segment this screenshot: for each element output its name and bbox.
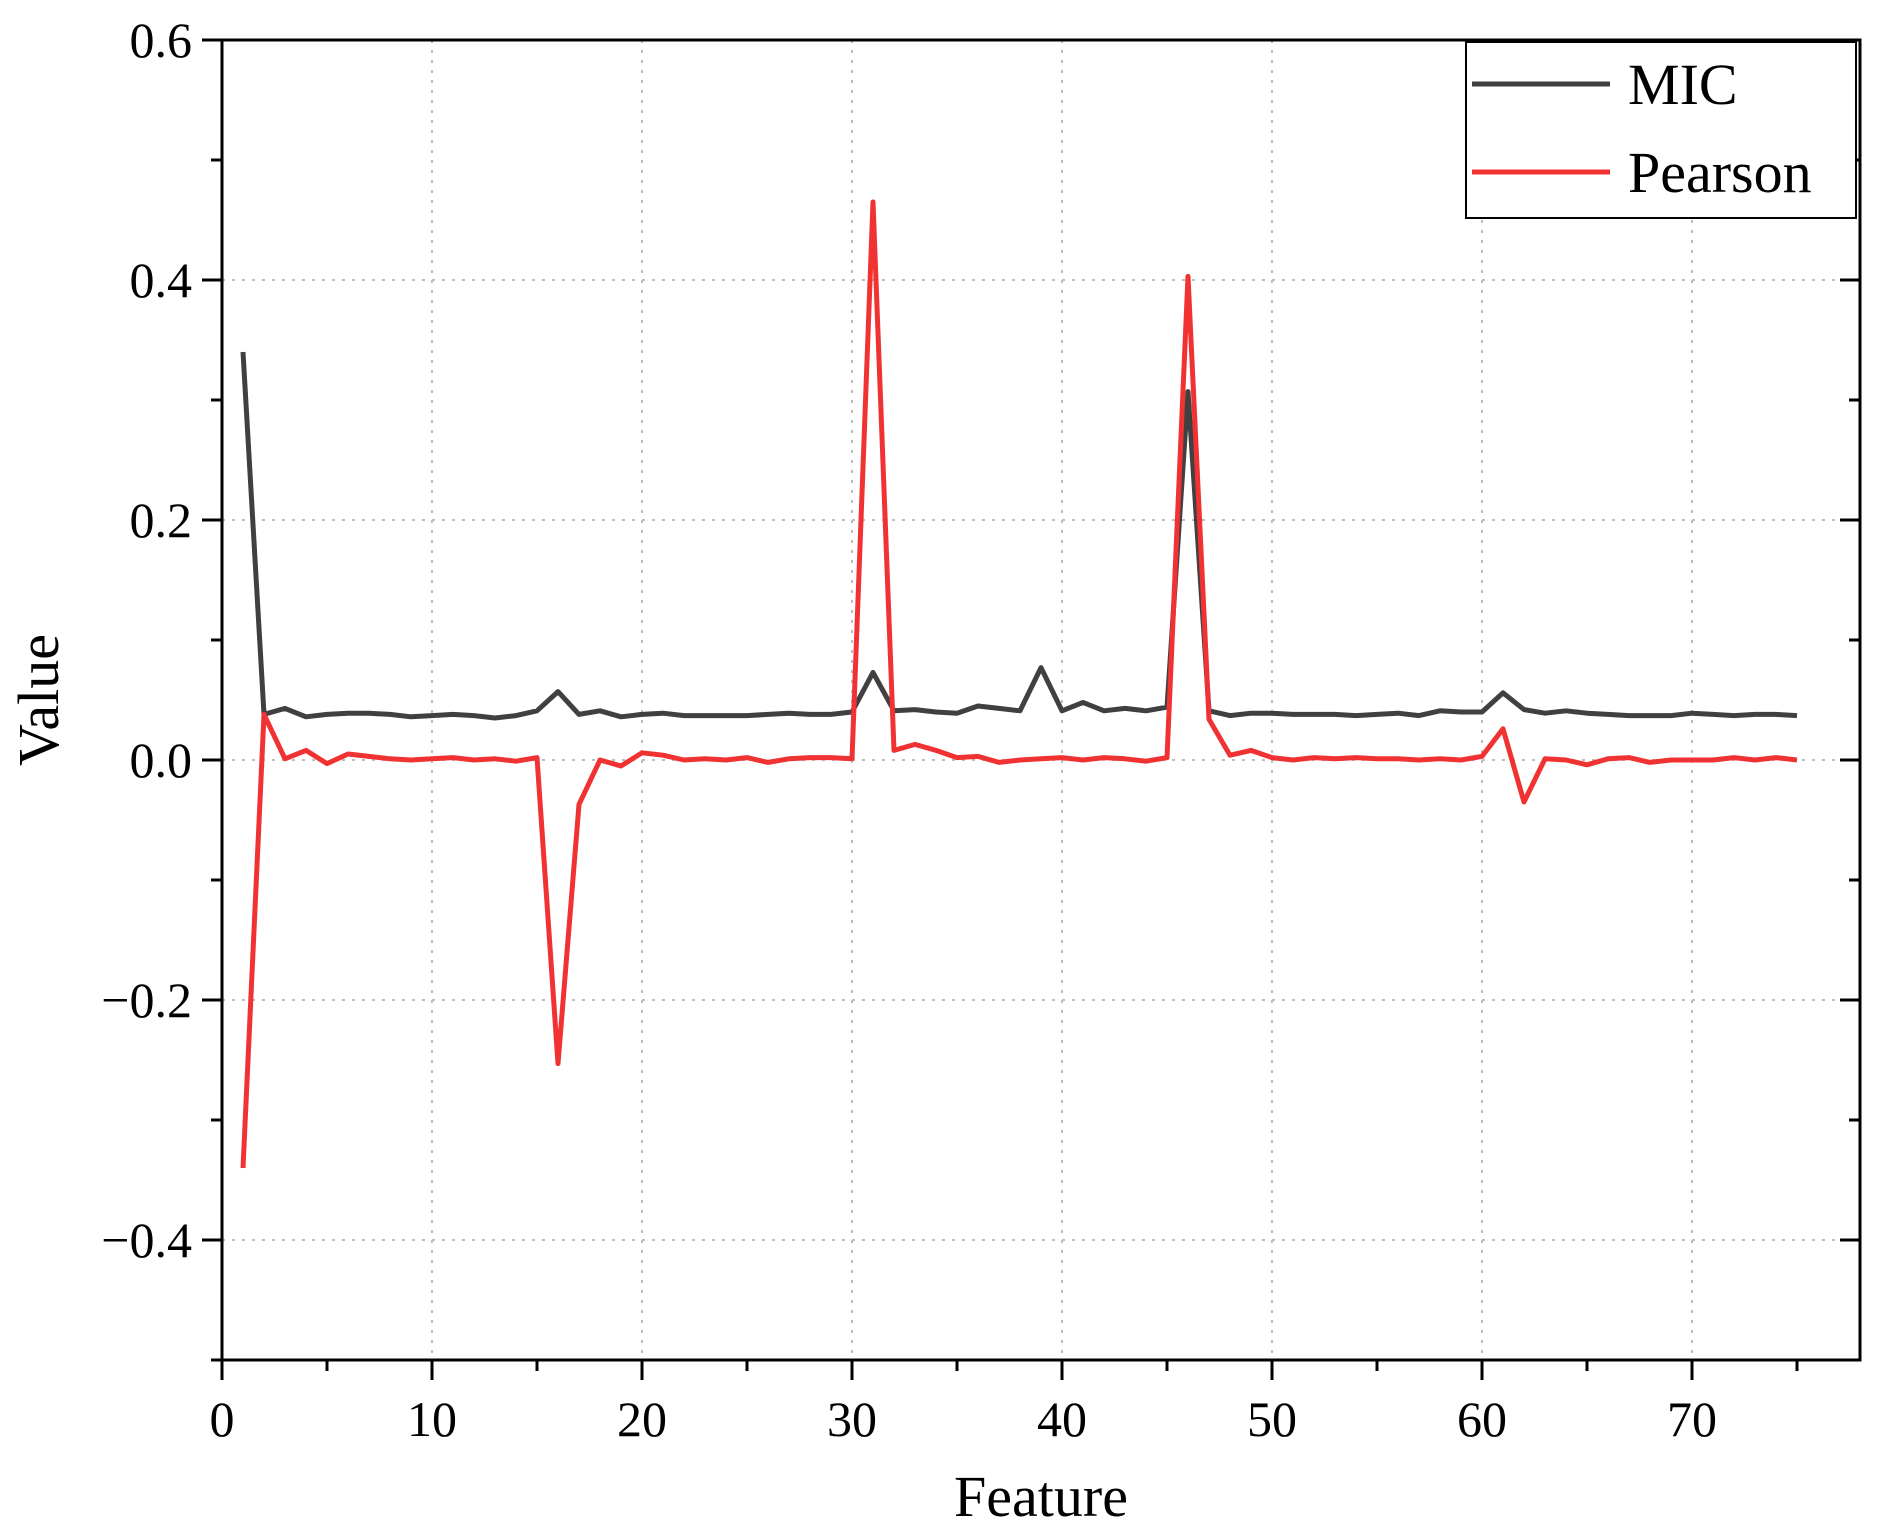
x-tick-label: 60 bbox=[1457, 1391, 1507, 1447]
plot-frame bbox=[220, 38, 1862, 1362]
y-tick-label: 0.4 bbox=[130, 252, 193, 308]
y-tick-label: 0.2 bbox=[130, 492, 193, 548]
legend-label-mic: MIC bbox=[1628, 52, 1738, 117]
axis-ticks bbox=[202, 38, 1860, 1380]
x-tick-label: 50 bbox=[1247, 1391, 1297, 1447]
y-tick-label: 0.6 bbox=[130, 12, 193, 68]
x-tick-label: 70 bbox=[1667, 1391, 1717, 1447]
x-tick-label: 30 bbox=[827, 1391, 877, 1447]
x-axis-title: Feature bbox=[954, 1464, 1128, 1524]
x-tick-label: 0 bbox=[210, 1391, 235, 1447]
x-tick-label: 40 bbox=[1037, 1391, 1087, 1447]
legend: MIC Pearson bbox=[1465, 41, 1857, 219]
x-tick-label: 20 bbox=[617, 1391, 667, 1447]
grid-lines bbox=[222, 40, 1860, 1360]
x-tick-label: 10 bbox=[407, 1391, 457, 1447]
legend-label-pearson: Pearson bbox=[1628, 140, 1812, 205]
legend-box bbox=[1465, 41, 1857, 219]
y-tick-label: −0.4 bbox=[101, 1212, 192, 1268]
y-axis-title: Value bbox=[6, 634, 71, 766]
series-line-pearson bbox=[240, 199, 1798, 1169]
series-lines bbox=[240, 199, 1798, 1169]
series-line-mic bbox=[240, 351, 1798, 721]
axis-tick-labels: 0 10 20 30 40 50 60 70 −0.4 −0.2 0.0 0.2 0.4 0.6 bbox=[101, 12, 1717, 1447]
y-tick-label: 0.0 bbox=[130, 732, 193, 788]
y-tick-label: −0.2 bbox=[101, 972, 192, 1028]
